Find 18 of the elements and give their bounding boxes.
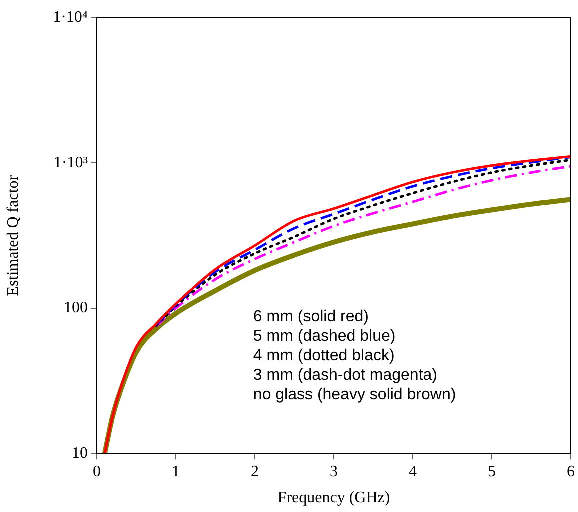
x-tick-label: 2 — [251, 463, 259, 480]
y-tick-label: 1·10³ — [54, 154, 88, 172]
y-axis-title: Estimated Q factor — [4, 174, 22, 296]
x-axis-title: Frequency (GHz) — [278, 490, 390, 507]
annotation: 6 mm (solid red) — [253, 308, 369, 326]
y-tick-label: 1·10⁴ — [53, 9, 88, 26]
annotation: 5 mm (dashed blue) — [253, 328, 396, 346]
x-tick-label: 1 — [172, 463, 180, 480]
annotation: 4 mm (dotted black) — [253, 348, 395, 365]
y-tick-label: 10 — [72, 444, 88, 462]
annotation: 3 mm (dash-dot magenta) — [253, 367, 438, 384]
x-tick-label: 5 — [488, 463, 496, 480]
x-tick-label: 4 — [409, 463, 417, 480]
x-tick-label: 0 — [93, 463, 101, 480]
x-tick-label: 3 — [330, 463, 338, 480]
y-tick-label: 100 — [64, 300, 88, 317]
x-tick-label: 6 — [567, 463, 575, 480]
annotation: no glass (heavy solid brown) — [253, 386, 456, 404]
